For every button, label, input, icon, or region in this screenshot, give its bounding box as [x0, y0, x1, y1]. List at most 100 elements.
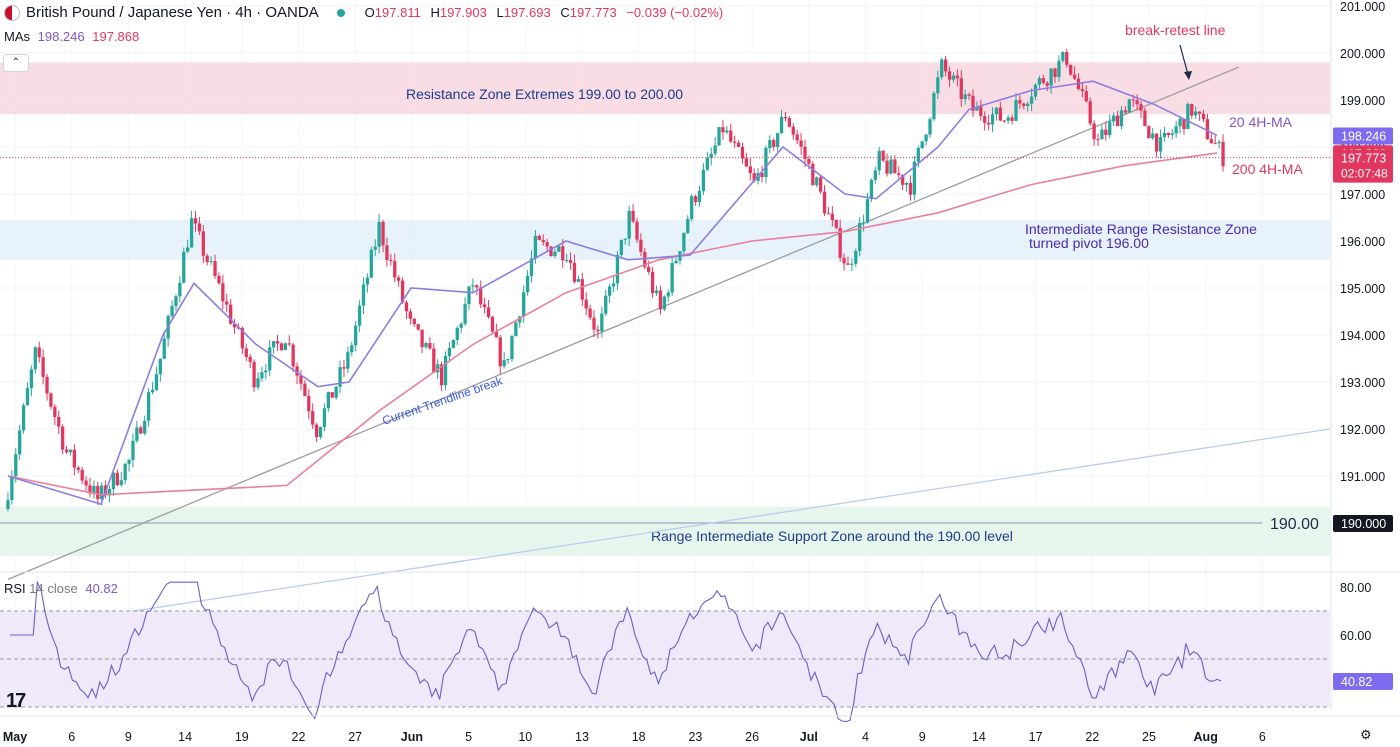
- candle-body: [342, 367, 346, 369]
- candle-body: [369, 249, 373, 278]
- candle-body: [150, 389, 155, 393]
- candle-body: [752, 173, 756, 181]
- candle-body: [1194, 111, 1198, 116]
- candle-body: [592, 317, 596, 330]
- candle-body: [322, 408, 327, 428]
- candle-body: [1057, 60, 1061, 78]
- candle-body: [994, 107, 999, 115]
- y-tick-label: 195.000: [1340, 282, 1385, 296]
- candle-body: [443, 355, 448, 386]
- candle-body: [14, 454, 18, 477]
- candle-body: [1147, 126, 1151, 139]
- candle-body: [275, 341, 280, 344]
- candle-body: [631, 210, 635, 222]
- candle-body: [971, 95, 975, 111]
- candle-body: [420, 329, 424, 348]
- candle-body: [213, 261, 217, 277]
- gear-icon[interactable]: ⚙: [1360, 727, 1372, 742]
- candle-body: [701, 169, 706, 191]
- ma20-price-badge-bg: [1333, 127, 1393, 145]
- x-tick-label: 9: [125, 730, 132, 744]
- candle-body: [518, 316, 522, 323]
- candle-body: [10, 476, 14, 501]
- candle-body: [471, 285, 475, 287]
- ma20-price-badge: 198.246: [1341, 129, 1386, 143]
- candle-body: [885, 160, 889, 174]
- candle-body: [189, 218, 194, 248]
- x-tick-label: 9: [919, 730, 926, 744]
- candle-body: [76, 467, 80, 470]
- x-tick-label: 13: [575, 730, 589, 744]
- candle-body: [1084, 91, 1088, 102]
- rsi-settings: 14 close: [29, 581, 78, 596]
- candle-body: [268, 347, 272, 371]
- candle-body: [260, 372, 264, 379]
- candle-body: [881, 150, 885, 161]
- candle-body: [318, 427, 323, 437]
- candle-body: [643, 251, 647, 267]
- candle-body: [193, 218, 198, 224]
- candle-body: [64, 449, 69, 453]
- candle-body: [908, 183, 913, 195]
- candle-body: [6, 500, 10, 509]
- candle-body: [826, 213, 831, 215]
- candle-body: [861, 222, 866, 224]
- candle-body: [1213, 143, 1217, 145]
- candle-body: [244, 348, 248, 357]
- candle-body: [635, 221, 639, 240]
- gbp-jpy-flag-icon: [4, 4, 20, 21]
- break-retest-label: break-retest line: [1125, 22, 1226, 38]
- candle-body: [1029, 96, 1034, 104]
- candle-body: [846, 263, 850, 265]
- candle-body: [80, 469, 84, 481]
- candle-body: [729, 130, 733, 142]
- close-value: 197.773: [569, 5, 617, 20]
- candle-body: [940, 59, 944, 78]
- candle-body: [506, 359, 510, 361]
- candle-body: [49, 393, 53, 407]
- candle-body: [561, 246, 565, 261]
- symbol-title[interactable]: British Pound / Japanese Yen · 4h · OAND…: [26, 4, 319, 21]
- x-tick-label: Jun: [401, 730, 423, 744]
- candle-body: [463, 304, 467, 324]
- candle-body: [115, 472, 120, 485]
- x-tick-label: 18: [632, 730, 646, 744]
- ma20-annotation: 20 4H-MA: [1229, 114, 1293, 130]
- candle-body: [1139, 104, 1143, 111]
- candle-body: [459, 323, 463, 328]
- candle-body: [439, 364, 444, 386]
- collapse-legend-button[interactable]: ⌃: [3, 54, 29, 72]
- candle-body: [111, 472, 116, 489]
- rsi-legend[interactable]: RSI 14 close 40.82: [4, 581, 118, 596]
- candle-body: [240, 327, 245, 349]
- ma-legend[interactable]: MAs 198.246 197.868: [4, 29, 139, 44]
- candle-body: [209, 261, 213, 263]
- candle-body: [818, 177, 823, 192]
- candle-body: [1205, 119, 1210, 140]
- y-tick-label: 200.000: [1340, 47, 1385, 61]
- countdown-badge: 02:07:48: [1341, 167, 1388, 181]
- candle-body: [221, 283, 225, 302]
- candle-body: [60, 426, 65, 450]
- candle-body: [303, 383, 307, 396]
- candle-body: [311, 411, 315, 425]
- candle-body: [955, 75, 960, 79]
- candle-body: [986, 122, 991, 125]
- candle-body: [541, 239, 545, 243]
- candle-body: [100, 485, 104, 500]
- candle-body: [772, 140, 776, 147]
- support-zone-label: Range Intermediate Support Zone around t…: [651, 528, 1013, 544]
- x-tick-label: 22: [292, 730, 306, 744]
- candle-body: [604, 295, 608, 314]
- level-190-badge-bg: [1333, 515, 1393, 532]
- candle-body: [783, 116, 788, 119]
- candle-body: [1182, 118, 1186, 130]
- candle-body: [666, 292, 670, 297]
- candle-body: [873, 170, 877, 180]
- candle-body: [135, 427, 139, 441]
- candle-body: [1197, 111, 1202, 114]
- candle-body: [1053, 68, 1057, 78]
- tradingview-logo-icon[interactable]: 17: [6, 690, 26, 712]
- candle-body: [990, 114, 995, 125]
